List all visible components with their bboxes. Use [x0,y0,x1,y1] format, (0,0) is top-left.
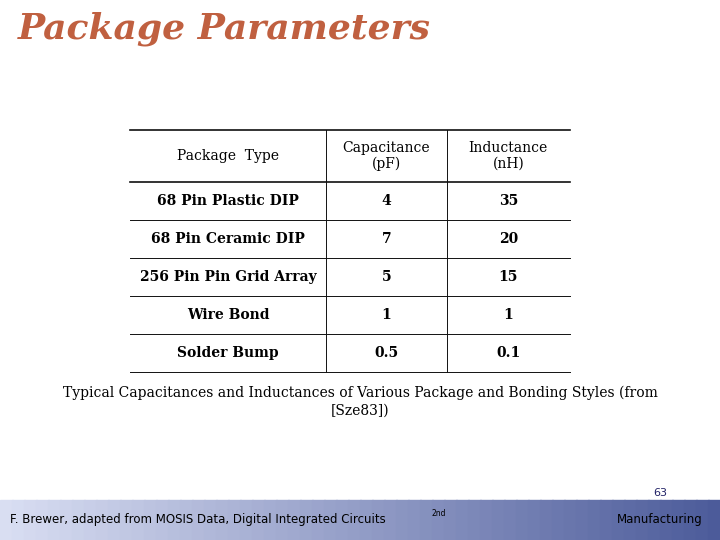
Bar [324,500,337,540]
Bar [600,500,613,540]
Bar [228,500,241,540]
Bar [372,500,385,540]
Bar [516,500,529,540]
Bar [540,500,553,540]
Text: 0.1: 0.1 [496,346,521,360]
Bar [612,500,625,540]
Text: Solder Bump: Solder Bump [177,346,279,360]
Text: 256 Pin Pin Grid Array: 256 Pin Pin Grid Array [140,270,316,284]
Text: 2nd: 2nd [432,510,446,518]
Text: 15: 15 [499,270,518,284]
Bar [444,500,457,540]
Bar [528,500,541,540]
Bar [396,500,409,540]
Bar [408,500,421,540]
Text: 0.5: 0.5 [374,346,398,360]
Text: F. Brewer, adapted from MOSIS Data, Digital Integrated Circuits: F. Brewer, adapted from MOSIS Data, Digi… [10,514,386,526]
Bar [660,500,673,540]
Bar [144,500,157,540]
Text: 68 Pin Ceramic DIP: 68 Pin Ceramic DIP [151,232,305,246]
Bar [552,500,565,540]
Bar [360,500,373,540]
Bar [636,500,649,540]
Bar [624,500,637,540]
Bar [24,500,37,540]
Bar [420,500,433,540]
Bar [336,500,349,540]
Bar [264,500,277,540]
Text: 20: 20 [499,232,518,246]
Text: Inductance
(nH): Inductance (nH) [469,141,548,171]
Bar [708,500,720,540]
Bar [96,500,109,540]
Bar [480,500,493,540]
Bar [504,500,517,540]
Bar [648,500,661,540]
Bar [384,500,397,540]
Bar [696,500,709,540]
Bar [672,500,685,540]
Bar [12,500,25,540]
Bar [432,500,445,540]
Bar [564,500,577,540]
Text: 1: 1 [503,308,513,322]
Bar [576,500,589,540]
Text: 5: 5 [382,270,391,284]
Bar [684,500,697,540]
Bar [216,500,229,540]
Bar [120,500,133,540]
Bar [36,500,49,540]
Text: 68 Pin Plastic DIP: 68 Pin Plastic DIP [157,194,299,208]
Bar [252,500,265,540]
Bar [192,500,205,540]
Bar [48,500,61,540]
Bar [288,500,301,540]
Bar [492,500,505,540]
Bar [456,500,469,540]
Bar [168,500,181,540]
Text: Package Parameters: Package Parameters [18,12,431,46]
Text: 7: 7 [382,232,391,246]
Bar [468,500,481,540]
Bar [72,500,85,540]
Text: 1: 1 [382,308,391,322]
Text: 35: 35 [499,194,518,208]
Text: Wire Bond: Wire Bond [186,308,269,322]
Bar [204,500,217,540]
Bar [108,500,121,540]
Bar [84,500,97,540]
Text: Package  Type: Package Type [177,149,279,163]
Bar [180,500,193,540]
Text: Manufacturing: Manufacturing [617,514,703,526]
Text: [Sze83]): [Sze83]) [330,404,390,418]
Text: 4: 4 [382,194,391,208]
Text: 63: 63 [653,488,667,498]
Bar [132,500,145,540]
Bar [312,500,325,540]
Bar [588,500,601,540]
Bar [240,500,253,540]
Bar [0,500,13,540]
Bar [276,500,289,540]
Bar [156,500,169,540]
Text: Capacitance
(pF): Capacitance (pF) [343,140,430,171]
Bar [300,500,313,540]
Bar [348,500,361,540]
Bar [60,500,73,540]
Text: Typical Capacitances and Inductances of Various Package and Bonding Styles (from: Typical Capacitances and Inductances of … [63,386,657,400]
